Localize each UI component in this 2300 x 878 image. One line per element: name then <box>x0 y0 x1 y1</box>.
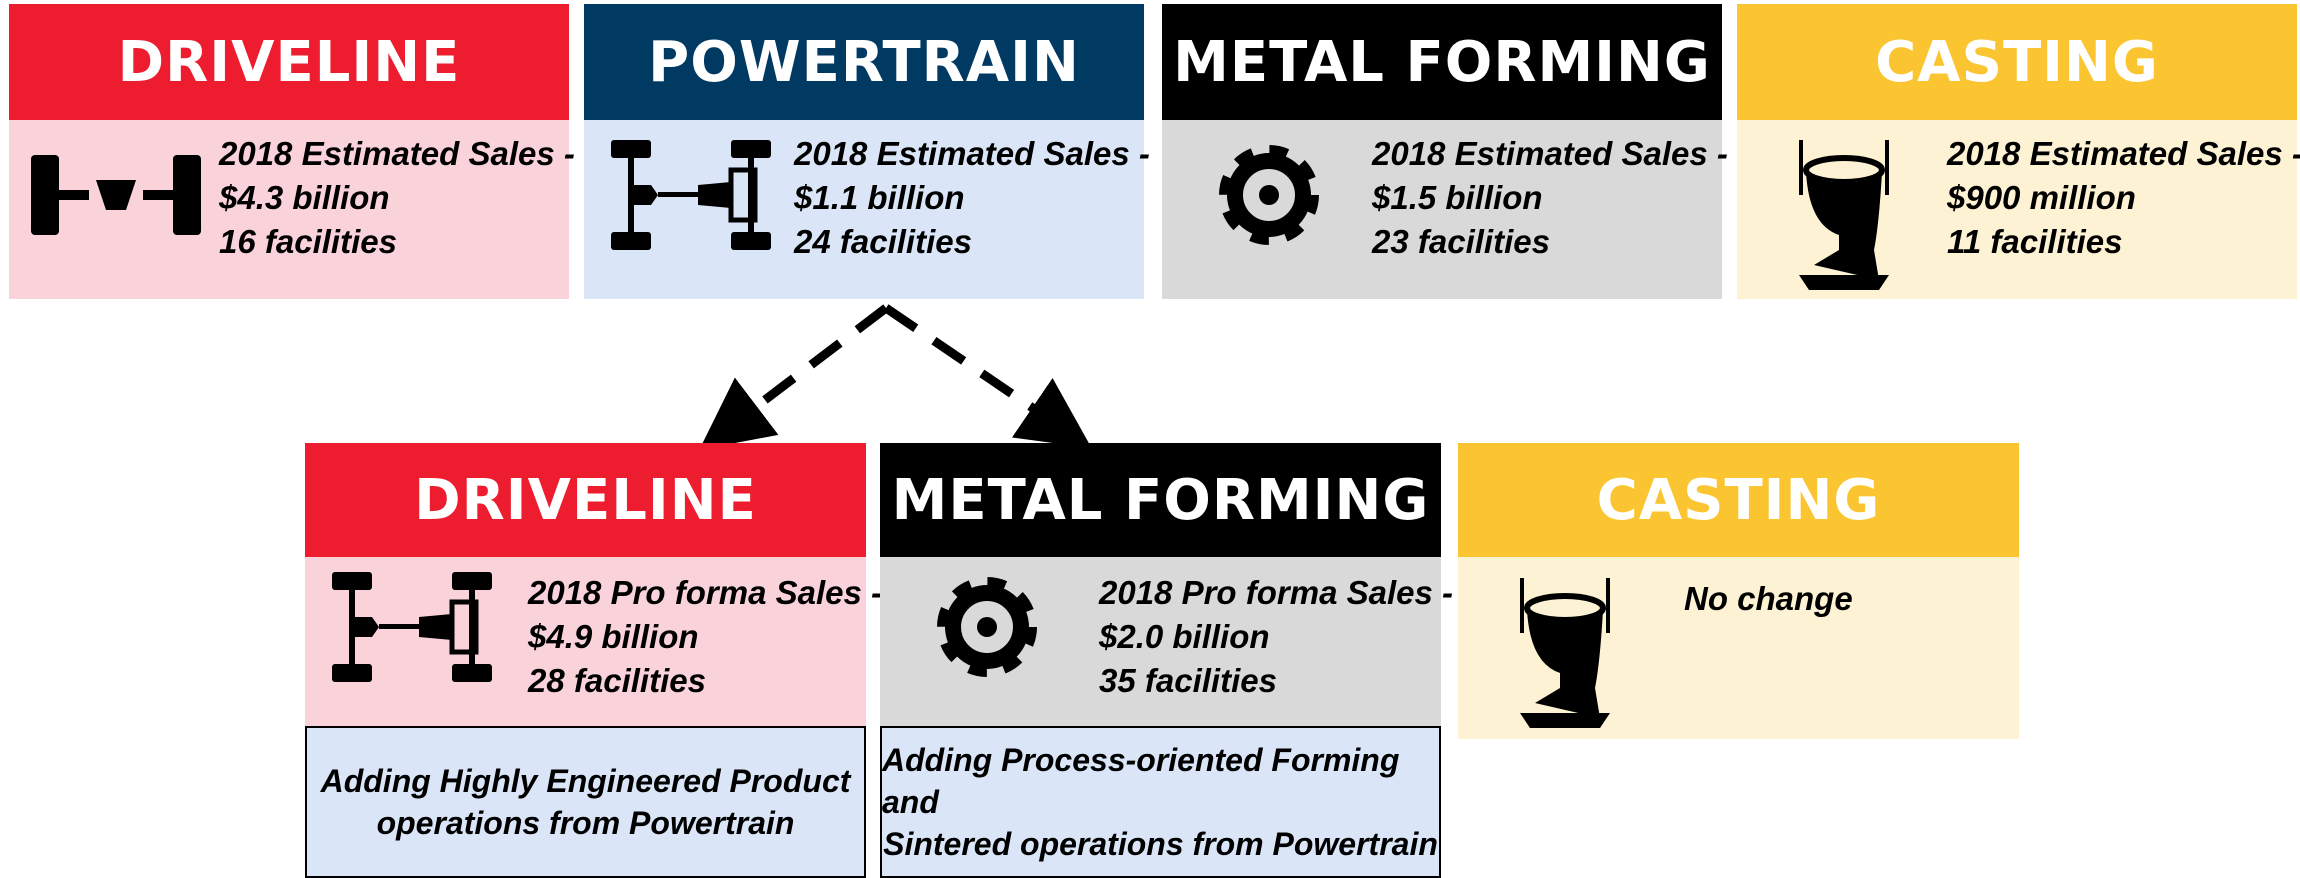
box-text: 2018 Estimated Sales - $4.3 billion 16 fac… <box>219 132 575 264</box>
icon <box>1219 144 1319 245</box>
box-text: 2018 Pro forma Sales - $2.0 billion 35 fac… <box>1099 571 1453 703</box>
box-body: 2018 Estimated Sales - $1.1 billion 24 fac… <box>584 120 1150 299</box>
box: POWERTRAIN 2018 Estimated Sales - $1.1 bil… <box>584 4 1150 299</box>
box-body: 2018 Pro forma Sales - $4.9 billion 28 fac… <box>305 557 882 726</box>
note-line: Sintered operations from Powertrain <box>883 826 1438 862</box>
box-body: 2018 Estimated Sales - $1.5 billion 23 fac… <box>1162 120 1728 299</box>
icon <box>937 576 1037 677</box>
text-line: 28 facilities <box>528 662 706 699</box>
text-line: 2018 Pro forma Sales - <box>1099 574 1454 611</box>
box-text: 2018 Pro forma Sales - $4.9 billion 28 fac… <box>528 571 882 703</box>
text-line: $4.9 billion <box>528 618 699 655</box>
text-line: 2018 Estimated Sales - <box>219 135 575 172</box>
box: DRIVELINE 2018 Estimated Sales - $4.3 bill… <box>9 4 575 299</box>
box-body: 2018 Pro forma Sales - $2.0 billion 35 fac… <box>880 557 1453 726</box>
note-box: Adding Highly Engineered Product operatio… <box>305 726 866 878</box>
note-line: Adding Highly Engineered Product <box>320 763 851 799</box>
icon <box>1520 578 1610 728</box>
note-line: Adding Process-oriented Forming and <box>882 742 1400 820</box>
box-header: DRIVELINE <box>305 443 866 557</box>
text-line: 2018 Estimated Sales - <box>794 135 1150 172</box>
text-line: 16 facilities <box>219 223 397 260</box>
text-line: 2018 Pro forma Sales - <box>528 574 883 611</box>
icon <box>1799 139 1889 290</box>
box-body: 2018 Estimated Sales - $900 million 11 fac… <box>1737 120 2300 299</box>
box-text: 2018 Estimated Sales - $1.5 billion 23 fac… <box>1372 132 1728 264</box>
box-header: METAL FORMING <box>880 443 1441 557</box>
note-line: operations from Powertrain <box>376 805 795 841</box>
box-header: DRIVELINE <box>9 4 569 120</box>
box-header: CASTING <box>1737 4 2297 120</box>
text-line: 2018 Estimated Sales - <box>1372 135 1728 172</box>
text-line: 23 facilities <box>1372 223 1550 260</box>
box: METAL FORMING 2018 Pro forma Sales - $2.0 … <box>880 443 1453 726</box>
box: CASTING 2018 Estimated Sales - $900 millio… <box>1737 4 2300 299</box>
box: DRIVELINE 2018 Pro forma Sales - $4.9 bill… <box>305 443 882 726</box>
box-header: CASTING <box>1458 443 2019 557</box>
box-text: No change <box>1684 577 1853 621</box>
box-text: 2018 Estimated Sales - $1.1 billion 24 fac… <box>794 132 1150 264</box>
icon <box>332 571 492 682</box>
icon <box>31 154 201 235</box>
box-body: No change <box>1458 557 2019 739</box>
icon <box>611 139 771 250</box>
text-line: 11 facilities <box>1947 223 2123 260</box>
text-line: $1.1 billion <box>794 179 965 216</box>
note-box: Adding Process-oriented Forming and Sinte… <box>880 726 1441 878</box>
text-line: 24 facilities <box>794 223 972 260</box>
text-line: No change <box>1684 580 1853 617</box>
box: CASTING No change <box>1458 443 2019 739</box>
text-line: $1.5 billion <box>1372 179 1543 216</box>
box-header: POWERTRAIN <box>584 4 1144 120</box>
box: METAL FORMING 2018 Estimated Sales - $1.5 … <box>1162 4 1728 299</box>
box-body: 2018 Estimated Sales - $4.3 billion 16 fac… <box>9 120 575 299</box>
box-header: METAL FORMING <box>1162 4 1722 120</box>
text-line: 35 facilities <box>1099 662 1277 699</box>
arrow <box>699 304 889 450</box>
text-line: $900 million <box>1947 179 2136 216</box>
text-line: $4.3 billion <box>219 179 390 216</box>
text-line: 2018 Estimated Sales - <box>1947 135 2300 172</box>
box-text: 2018 Estimated Sales - $900 million 11 fac… <box>1947 132 2300 264</box>
arrow <box>883 304 1092 449</box>
text-line: $2.0 billion <box>1099 618 1270 655</box>
